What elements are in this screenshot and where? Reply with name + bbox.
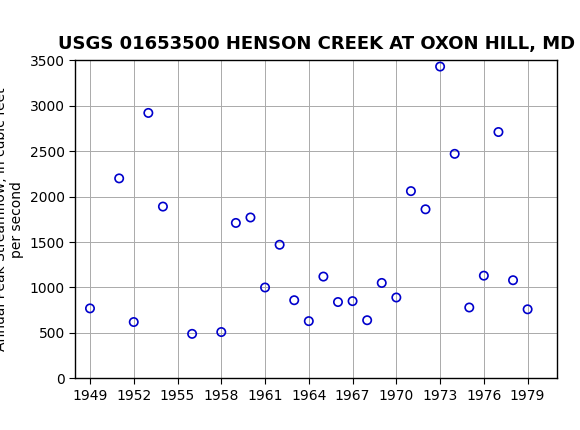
Point (144, 110, 153, 117)
Point (509, 277, 518, 284)
Point (421, 206, 430, 213)
Point (246, 214, 255, 221)
Point (85, 305, 95, 312)
Point (217, 329, 226, 335)
Point (392, 294, 401, 301)
Point (275, 241, 284, 248)
Point (187, 330, 197, 337)
Point (436, 63, 445, 70)
Point (362, 317, 372, 324)
Point (260, 284, 270, 291)
Point (304, 318, 313, 325)
Title: USGS 01653500 HENSON CREEK AT OXON HILL, MD: USGS 01653500 HENSON CREEK AT OXON HILL,… (57, 35, 575, 53)
Point (377, 280, 386, 286)
Point (129, 319, 139, 326)
Point (289, 297, 299, 304)
Point (231, 219, 241, 226)
Point (523, 306, 532, 313)
Point (158, 203, 168, 210)
Point (465, 304, 474, 311)
Point (450, 150, 459, 157)
Point (334, 298, 343, 305)
Y-axis label: Annual Peak Streamflow, in cubic feet
per second: Annual Peak Streamflow, in cubic feet pe… (0, 87, 24, 351)
Text: ▒USGS: ▒USGS (6, 9, 64, 30)
Point (406, 187, 415, 194)
Point (348, 298, 357, 304)
Point (319, 273, 328, 280)
Point (114, 175, 124, 182)
Point (479, 272, 488, 279)
Point (494, 129, 503, 135)
